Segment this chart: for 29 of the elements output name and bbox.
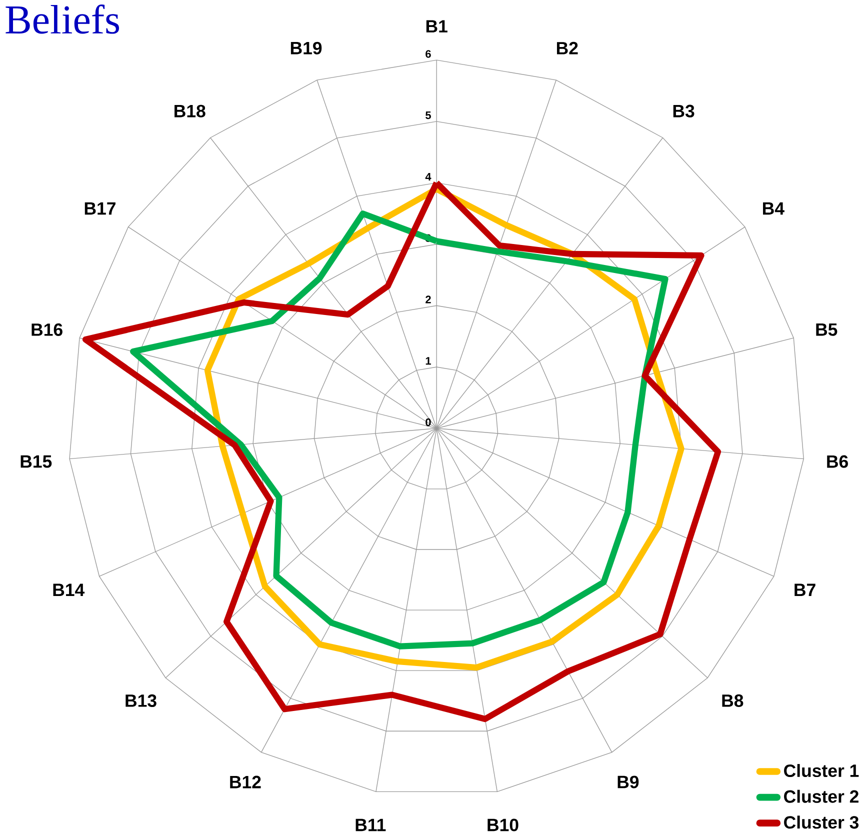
spoke-label: B14 [53,584,85,596]
spoke-label: B18 [174,104,206,118]
spoke-label: B6 [827,455,848,468]
legend-label: Cluster 3 [784,816,859,829]
spoke-label: B1 [426,20,448,32]
chart-title: Beliefs [6,4,120,34]
spoke-label: B11 [356,818,386,832]
y-tick-label: 6 [426,50,431,58]
spoke-label: B5 [816,324,838,336]
spoke-label: B19 [290,42,322,54]
spoke-label: B15 [20,455,52,468]
spoke-label: B13 [126,694,156,707]
spoke-label: B7 [794,584,816,596]
spoke-label: B3 [673,104,694,118]
y-tick-label: 1 [426,357,431,365]
y-tick-label: 0 [426,418,431,426]
spoke-label: B16 [32,323,62,336]
spoke-label: B2 [556,42,578,54]
y-tick-label: 2 [426,296,431,304]
spoke-label: B4 [763,202,784,215]
spoke-label: B9 [618,776,639,788]
y-tick-label: 5 [426,112,431,120]
spoke-label: B8 [722,694,744,707]
legend-label: Cluster 2 [784,790,858,803]
spoke-label: B12 [230,776,261,788]
spoke-label: B10 [488,818,518,832]
spoke-label: B17 [84,202,116,215]
y-tick-label: 4 [425,172,432,180]
legend-label: Cluster 1 [784,764,859,778]
